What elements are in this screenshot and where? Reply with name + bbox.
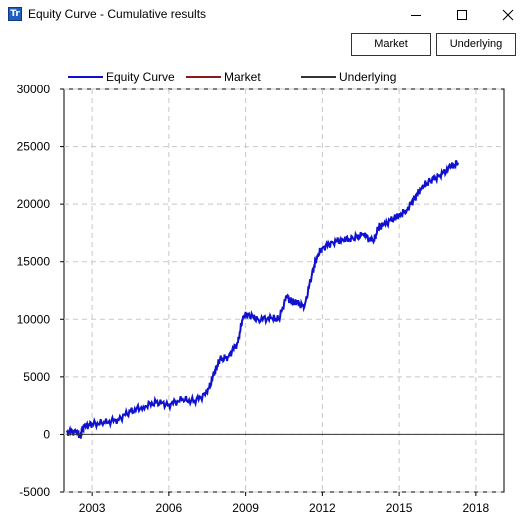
app-icon: Tr (8, 7, 22, 21)
minimize-icon (411, 15, 421, 16)
y-tick-label: 5000 (23, 370, 50, 384)
window-title: Equity Curve - Cumulative results (28, 7, 207, 21)
y-tick-label: -5000 (19, 485, 50, 499)
close-button[interactable] (485, 0, 531, 30)
title-bar: Tr Equity Curve - Cumulative results (0, 0, 531, 30)
maximize-icon (457, 10, 467, 20)
maximize-button[interactable] (439, 0, 485, 30)
y-tick-label: 30000 (17, 85, 51, 96)
y-tick-label: 0 (43, 427, 50, 441)
x-tick-label: 2009 (232, 501, 259, 515)
close-icon (502, 9, 514, 21)
legend-label-market: Market (224, 70, 261, 84)
legend-label-underlying: Underlying (339, 70, 397, 84)
x-tick-label: 2003 (79, 501, 106, 515)
x-tick-label: 2012 (309, 501, 336, 515)
series-line-equity-curve (65, 159, 459, 439)
y-tick-label: 15000 (17, 255, 51, 269)
minimize-button[interactable] (393, 0, 439, 30)
legend-swatch-equity-curve (68, 76, 103, 78)
underlying-button[interactable]: Underlying (436, 33, 516, 56)
legend-label-equity-curve: Equity Curve (106, 70, 175, 84)
legend-swatch-market (186, 76, 221, 78)
x-tick-label: 2018 (463, 501, 490, 515)
market-button[interactable]: Market (351, 33, 431, 56)
plot-area (63, 88, 505, 493)
equity-chart: -5000 0 5000 10000 15000 20000 25000 30000 2003 2… (17, 85, 505, 515)
y-tick-label: 10000 (17, 312, 51, 326)
y-tick-label: 25000 (17, 140, 51, 154)
x-tick-label: 2006 (156, 501, 183, 515)
x-tick-label: 2015 (386, 501, 413, 515)
legend-swatch-underlying (301, 76, 336, 78)
y-tick-label: 20000 (17, 197, 51, 211)
